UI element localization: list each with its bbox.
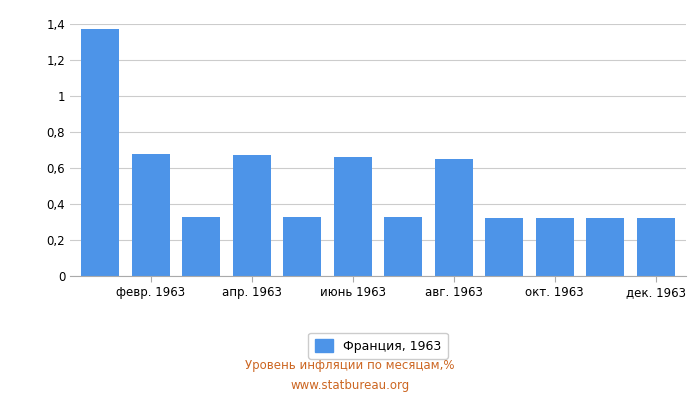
Bar <box>637 218 675 276</box>
Legend: Франция, 1963: Франция, 1963 <box>308 333 448 359</box>
Bar <box>334 157 372 276</box>
Bar <box>485 218 523 276</box>
Text: Уровень инфляции по месяцам,%: Уровень инфляции по месяцам,% <box>245 360 455 372</box>
Bar <box>233 155 271 276</box>
Bar <box>536 218 574 276</box>
Text: www.statbureau.org: www.statbureau.org <box>290 380 410 392</box>
Bar <box>182 217 220 276</box>
Bar <box>587 218 624 276</box>
Bar <box>384 217 422 276</box>
Bar <box>132 154 169 276</box>
Bar <box>81 29 119 276</box>
Bar <box>435 159 472 276</box>
Bar <box>284 217 321 276</box>
